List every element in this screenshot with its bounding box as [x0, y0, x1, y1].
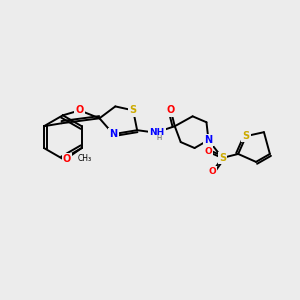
Text: O: O [167, 105, 175, 116]
Text: CH₃: CH₃ [78, 154, 92, 164]
Text: O: O [205, 148, 212, 157]
Text: N: N [204, 135, 212, 145]
Text: NH: NH [149, 128, 165, 137]
Text: S: S [219, 153, 226, 163]
Text: S: S [242, 131, 250, 141]
Text: O: O [208, 167, 216, 176]
Text: S: S [130, 105, 137, 116]
Text: N: N [109, 129, 117, 139]
Text: O: O [76, 105, 84, 116]
Text: H: H [156, 135, 161, 141]
Text: O: O [63, 154, 71, 164]
